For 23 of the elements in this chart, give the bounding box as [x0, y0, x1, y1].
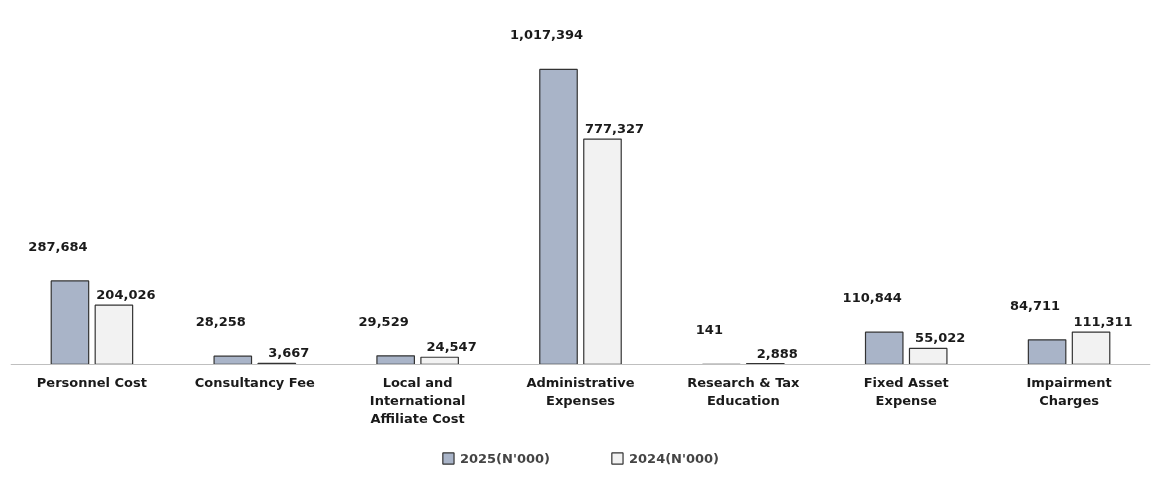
x-tick-label: Administrative Expenses	[526, 375, 635, 409]
data-label: 141	[695, 322, 723, 338]
data-label: 777,327	[584, 121, 645, 137]
legend-label: 2024(N'000)	[629, 450, 720, 466]
data-label: 287,684	[28, 238, 88, 254]
x-tick-label: Consultancy Fee	[194, 375, 316, 391]
data-label: 84,711	[1010, 297, 1061, 313]
data-label: 3,667	[268, 345, 310, 361]
data-label: 204,026	[96, 287, 156, 303]
x-tick-label: Impairment Charges	[1026, 375, 1112, 409]
data-label: 111,311	[1073, 314, 1133, 330]
data-label: 2,888	[756, 345, 798, 361]
x-tick-label: Fixed Asset Expense	[863, 375, 949, 409]
x-tick-label: Research & Tax Education	[687, 375, 801, 409]
data-label: 24,547	[426, 339, 477, 355]
data-label: 110,844	[842, 290, 902, 306]
data-label: 28,258	[195, 314, 246, 330]
data-label: 29,529	[358, 313, 409, 329]
data-label: 55,022	[915, 330, 966, 346]
x-tick-label: Local and International Affiliate Cost	[369, 375, 466, 427]
data-label: 1,017,394	[509, 27, 584, 43]
legend-label: 2025(N'000)	[459, 450, 550, 466]
x-tick-label: Personnel Cost	[36, 375, 148, 391]
